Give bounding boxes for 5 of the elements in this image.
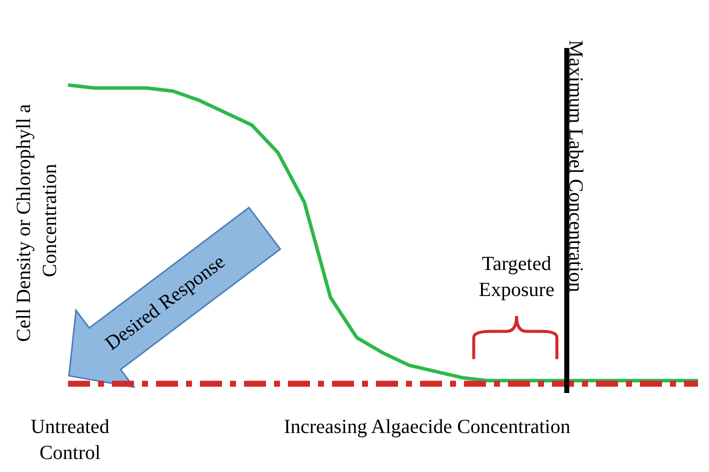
annotation: Maximum Label Concentration (564, 40, 586, 292)
x-axis-title: Increasing Algaecide Concentration (284, 416, 570, 438)
text: Untreated Control (30, 416, 110, 464)
annotation: Targeted Exposure (478, 252, 554, 301)
y-axis-title: Cell Density or Chlorophyll a Concentration (13, 99, 61, 342)
